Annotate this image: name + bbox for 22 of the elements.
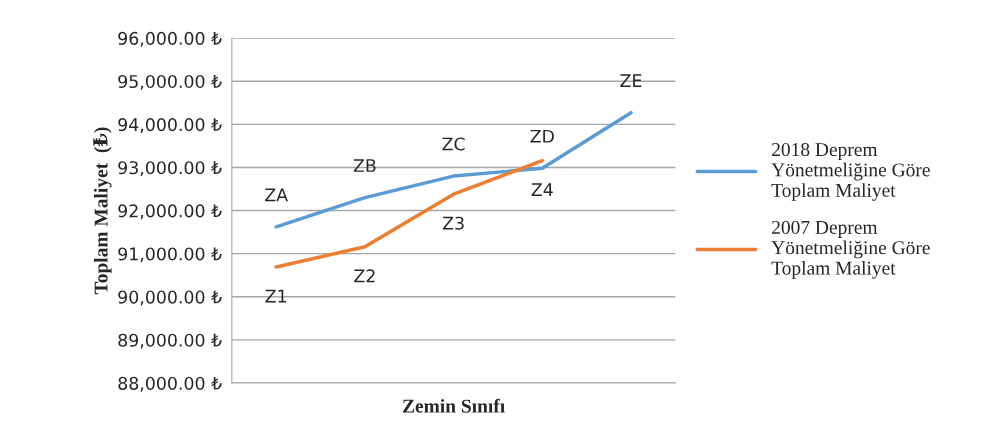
data-label: ZE [620, 74, 642, 87]
y-tick-label: 95,000.00 ₺ [118, 74, 222, 90]
x-axis-title: Zemin Sınıfı [402, 398, 505, 413]
y-axis-title: Toplam Maliyet (₺) [93, 127, 112, 295]
y-tick-label: 89,000.00 ₺ [118, 333, 222, 349]
legend-label: 2018 Deprem Yönetmeliğine Göre Toplam Maliyet [771, 142, 930, 201]
y-tick-label: 96,000.00 ₺ [118, 31, 222, 47]
y-tick-label: 92,000.00 ₺ [118, 204, 222, 220]
y-tick-label: 90,000.00 ₺ [118, 290, 222, 306]
data-label: ZC [442, 137, 465, 151]
data-label: Z3 [442, 216, 464, 230]
data-label: Z1 [265, 289, 287, 303]
data-label: ZD [530, 129, 554, 143]
y-tick-label: 94,000.00 ₺ [118, 118, 222, 133]
y-tick-label: 88,000.00 ₺ [118, 376, 222, 392]
data-label: ZA [265, 188, 288, 202]
legend-label: 2007 Deprem Yönetmeliğine Göre Toplam Maliyet [771, 220, 930, 279]
data-label: Z4 [531, 183, 553, 196]
y-tick-label: 93,000.00 ₺ [118, 161, 222, 177]
y-tick-label: 91,000.00 ₺ [118, 247, 222, 263]
data-label: ZB [353, 159, 376, 172]
data-label: Z2 [354, 269, 375, 283]
